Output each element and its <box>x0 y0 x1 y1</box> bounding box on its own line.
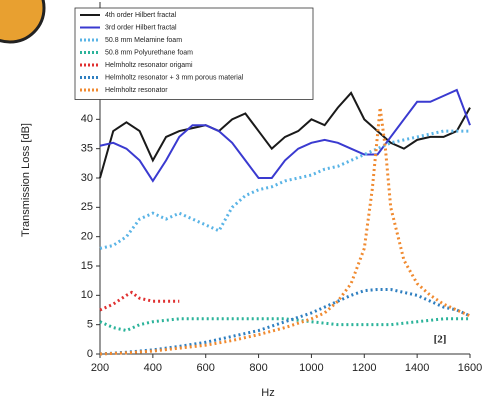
x-axis-title: Hz <box>261 387 274 399</box>
y-axis-title: Transmission Loss [dB] <box>20 123 32 237</box>
series-line <box>99 91 471 179</box>
series-line <box>99 290 180 312</box>
corner-icon <box>0 0 46 44</box>
x-tick-label: 1200 <box>352 362 376 374</box>
series-line <box>99 317 470 333</box>
y-tick-label: 30 <box>81 172 93 184</box>
series-line <box>99 129 470 250</box>
legend-label: 50.8 mm Melamine foam <box>105 37 182 44</box>
x-tick-label: 800 <box>249 362 267 374</box>
series-line <box>99 88 471 183</box>
series-line <box>99 107 471 356</box>
y-tick-label: 5 <box>87 319 93 331</box>
x-tick-label: 1400 <box>405 362 429 374</box>
y-tick-label: 25 <box>81 201 93 213</box>
legend-label: Helmholtz resonator + 3 mm porous materi… <box>105 74 244 81</box>
legend-label: Helmholtz resonator origami <box>105 62 193 69</box>
legend-box <box>74 7 314 100</box>
legend-label: 4th order Hilbert fractal <box>105 12 177 19</box>
x-tick-label: 200 <box>91 362 109 374</box>
x-tick-label: 1000 <box>299 362 323 374</box>
y-tick-label: 40 <box>81 113 93 125</box>
legend-label: 50.8 mm Polyurethane foam <box>105 49 193 56</box>
x-tick-label: 1600 <box>458 362 482 374</box>
y-tick-label: 35 <box>81 143 93 155</box>
annotation: [2] <box>434 334 447 346</box>
y-tick-label: 15 <box>81 260 93 272</box>
y-tick-label: 0 <box>87 348 93 360</box>
y-tick-label: 20 <box>81 231 93 243</box>
legend-label: Helmholtz resonator <box>105 87 168 94</box>
series-line <box>99 287 471 356</box>
x-tick-label: 400 <box>144 362 162 374</box>
x-tick-label: 600 <box>197 362 215 374</box>
y-tick-label: 10 <box>81 289 93 301</box>
legend-label: 3rd order Hilbert fractal <box>105 24 177 31</box>
